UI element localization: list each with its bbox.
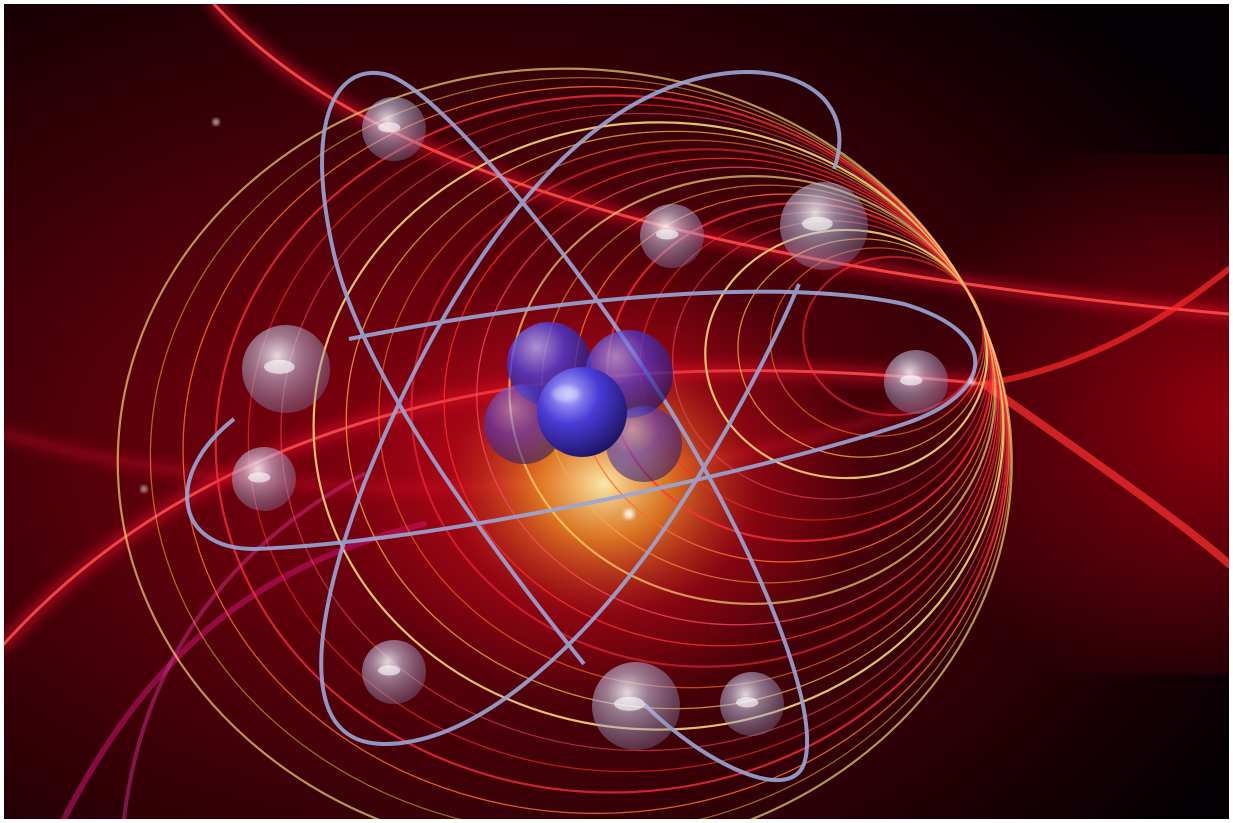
sparkles [141,119,975,519]
field-loop-line [410,148,1001,668]
electron-sphere [362,97,426,161]
field-loop-line [378,139,1002,689]
electron-sphere [780,182,868,270]
field-loop-line [443,157,999,647]
field-loop-line [802,255,985,417]
field-loop-line [149,77,1011,819]
field-loop-line [182,85,1010,815]
electron-sphere [720,672,784,736]
field-loop-line [214,94,1009,794]
field-loop-line [476,166,998,626]
field-loop-line [280,112,1006,752]
orbit-rings [185,70,978,783]
electron-sphere [232,447,296,511]
nucleus [484,322,682,482]
electron-sphere [640,204,704,268]
atom-image [4,4,1229,819]
field-loop-line [247,103,1007,773]
core-glow [344,264,864,704]
electron-sphere [242,325,330,413]
electrons [232,97,948,750]
electron-sphere [884,350,948,414]
field-loop-line [116,67,1013,819]
electron-sphere [592,662,680,750]
atom-artwork [4,4,1229,819]
electron-sphere [362,640,426,704]
